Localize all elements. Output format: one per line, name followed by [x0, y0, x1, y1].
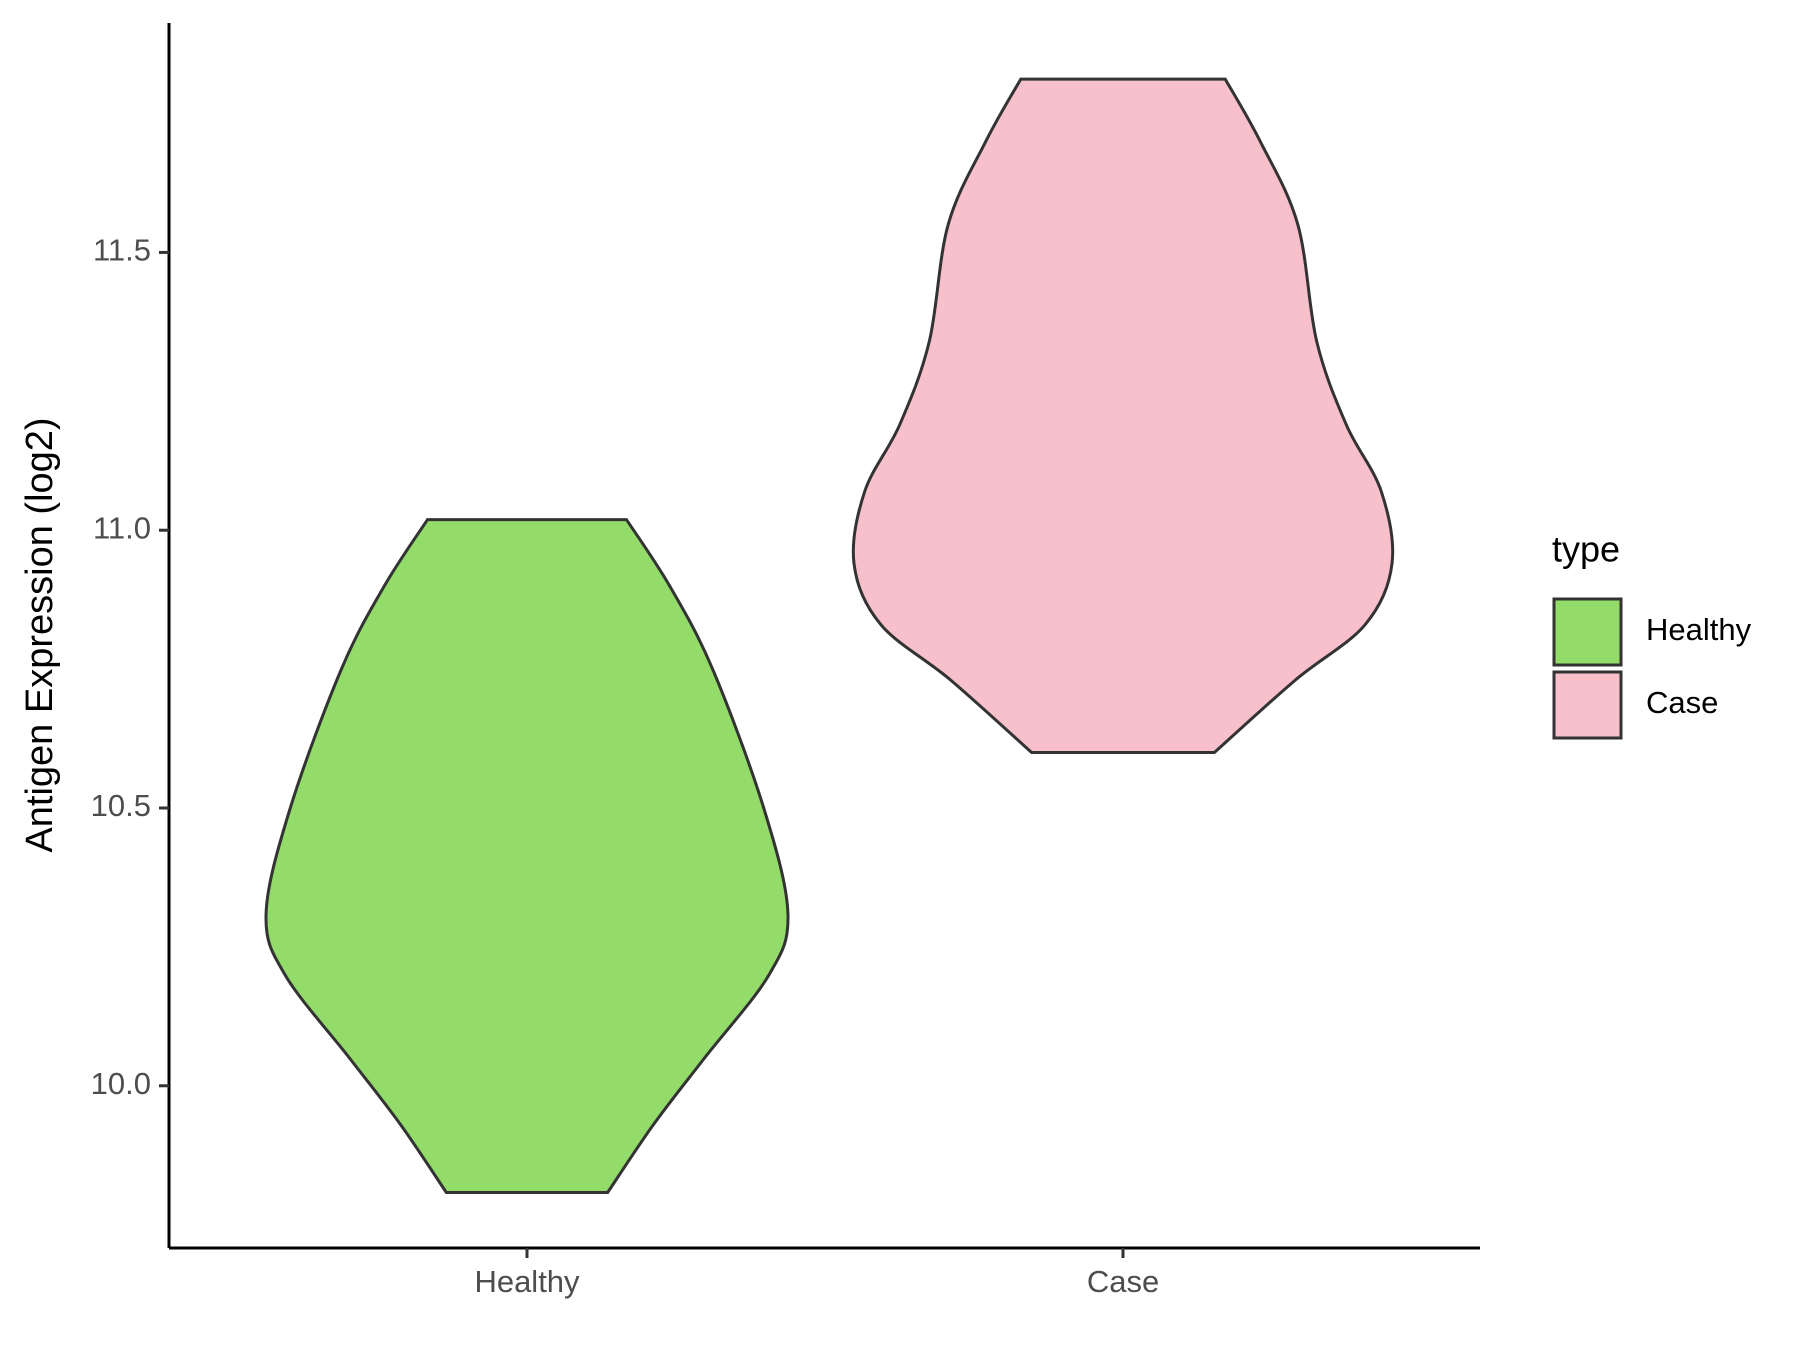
legend-title: type: [1552, 529, 1620, 570]
legend-label: Case: [1646, 685, 1718, 720]
legend-key: [1552, 597, 1623, 667]
x-tick-label: Healthy: [474, 1264, 580, 1299]
x-tick-label: Case: [1087, 1264, 1159, 1299]
y-tick-label: 10.0: [91, 1066, 151, 1101]
violin: [264, 518, 790, 1194]
violin: [851, 77, 1395, 754]
y-tick-label: 11.5: [93, 233, 151, 268]
legend-key: [1552, 670, 1623, 740]
y-tick-label: 10.5: [91, 788, 151, 823]
legend-label: Healthy: [1646, 612, 1752, 647]
y-axis-label: Antigen Expression (log2): [19, 417, 61, 852]
y-tick-label: 11.0: [93, 510, 151, 545]
